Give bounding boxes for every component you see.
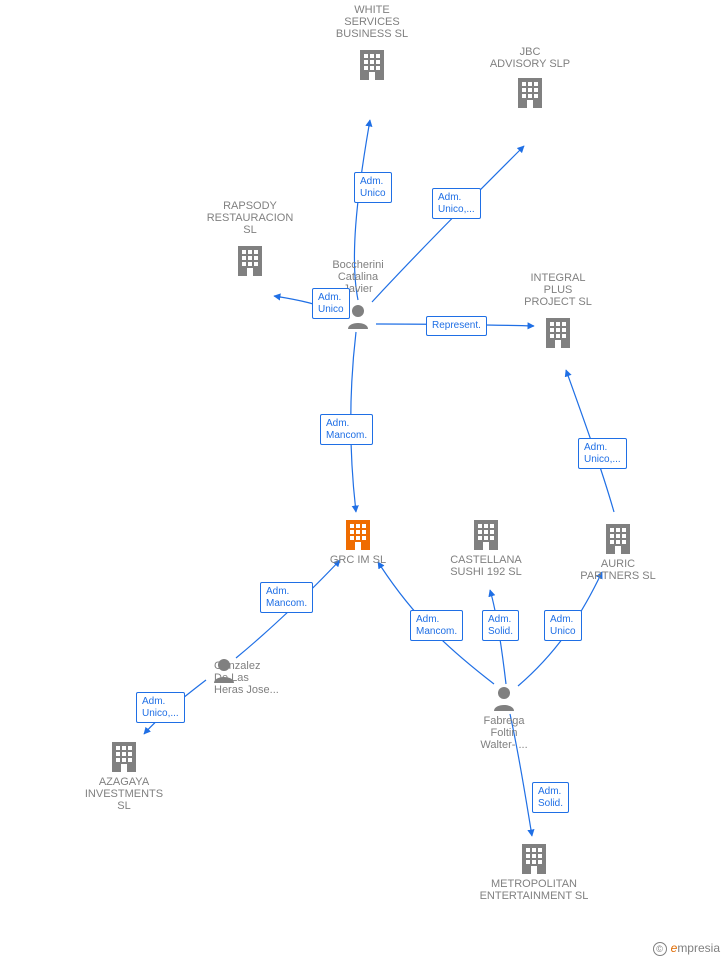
node-label-jbc_advisory: JBC ADVISORY SLP [470,46,590,70]
node-label-auric: AURIC PARTNERS SL [558,558,678,582]
edge-label-fabrega-auric: Adm. Unico [544,610,582,641]
edge-label-fabrega-grc_im: Adm. Mancom. [410,610,463,641]
building-icon[interactable] [520,842,548,879]
building-icon[interactable] [110,740,138,777]
edge-label-boccherini-grc_im: Adm. Mancom. [320,414,373,445]
building-icon[interactable] [516,76,544,113]
edge-label-auric-integral_plus: Adm. Unico,... [578,438,627,469]
node-label-castellana: CASTELLANA SUSHI 192 SL [426,554,546,578]
node-label-white_services: WHITE SERVICES BUSINESS SL [312,4,432,40]
person-icon[interactable] [492,685,516,716]
node-label-rapsody: RAPSODY RESTAURACION SL [190,200,310,236]
building-icon[interactable] [544,316,572,353]
edges-layer [0,0,728,960]
building-icon[interactable] [358,48,386,85]
building-icon[interactable] [344,518,372,555]
node-label-azagaya: AZAGAYA INVESTMENTS SL [64,776,184,812]
edge-label-boccherini-white_services: Adm. Unico [354,172,392,203]
edge-label-boccherini-rapsody: Adm. Unico [312,288,350,319]
watermark-rest: mpresia [677,941,720,955]
node-label-grc_im: GRC IM SL [298,554,418,566]
person-icon[interactable] [346,303,370,334]
building-icon[interactable] [236,244,264,281]
edge-label-gonzalez-azagaya: Adm. Unico,... [136,692,185,723]
node-label-gonzalez: Gonzalez De Las Heras Jose... [214,660,294,696]
node-label-fabrega: Fabrega Foltin Walter- ... [444,715,564,751]
edge-label-boccherini-jbc_advisory: Adm. Unico,... [432,188,481,219]
edge-label-fabrega-castellana: Adm. Solid. [482,610,519,641]
node-label-metropolitan: METROPOLITAN ENTERTAINMENT SL [474,878,594,902]
copyright-symbol: © [653,942,667,956]
watermark: ©empresia [653,941,720,956]
edge-label-gonzalez-grc_im: Adm. Mancom. [260,582,313,613]
building-icon[interactable] [472,518,500,555]
building-icon[interactable] [604,522,632,559]
node-label-integral_plus: INTEGRAL PLUS PROJECT SL [498,272,618,308]
edge-label-boccherini-integral_plus: Represent. [426,316,487,336]
edge-label-fabrega-metropolitan: Adm. Solid. [532,782,569,813]
